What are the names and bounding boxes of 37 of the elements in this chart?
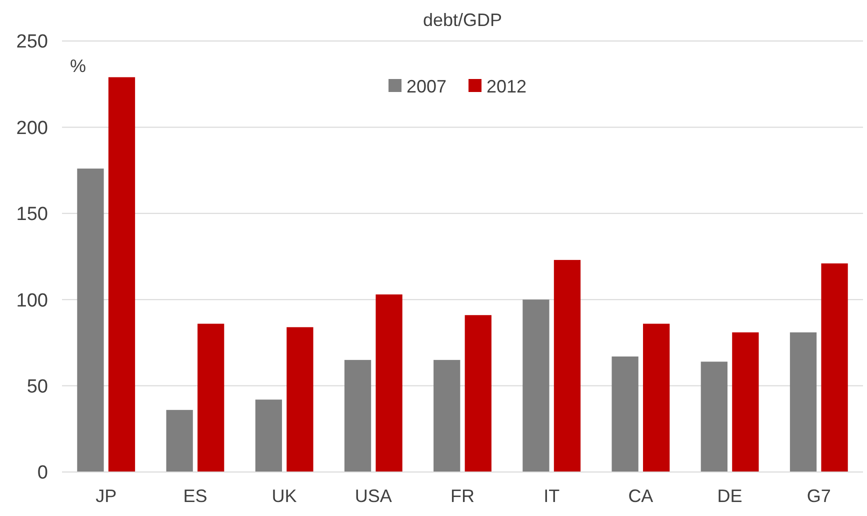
bar [522, 300, 550, 472]
bar [790, 332, 817, 472]
bar [255, 400, 282, 472]
bar [700, 362, 728, 472]
legend-label: 2012 [486, 76, 527, 96]
y-tick-label: 250 [16, 32, 48, 53]
bar [612, 356, 638, 472]
bar [198, 324, 224, 472]
bar [732, 332, 759, 472]
y-tick-label: 50 [26, 376, 48, 398]
x-tick-label: USA [354, 486, 392, 506]
bar [286, 327, 314, 472]
x-tick-label: CA [628, 486, 654, 506]
y-tick-label: 150 [16, 204, 48, 226]
bar [434, 360, 460, 472]
x-tick-label: DE [717, 486, 742, 506]
bar [554, 260, 581, 472]
bar [344, 360, 372, 472]
bar [376, 294, 402, 472]
y-tick-label: 200 [16, 118, 48, 139]
bar [166, 410, 193, 472]
y-tick-label: 100 [16, 290, 48, 312]
legend-label: 2007 [406, 76, 447, 96]
bar [821, 263, 848, 472]
x-tick-label: JP [96, 486, 117, 506]
y-axis-title: % [70, 56, 86, 76]
x-tick-label: IT [544, 486, 560, 506]
x-tick-label: UK [272, 486, 297, 506]
bar [643, 324, 670, 472]
x-tick-label: FR [450, 486, 474, 506]
x-tick-label: ES [183, 486, 208, 506]
chart-title: debt/GDP [422, 10, 502, 30]
bar [108, 77, 136, 472]
bar [464, 315, 492, 472]
x-tick-label: G7 [806, 486, 831, 506]
bar [77, 168, 104, 472]
y-tick-label: 0 [37, 462, 48, 484]
